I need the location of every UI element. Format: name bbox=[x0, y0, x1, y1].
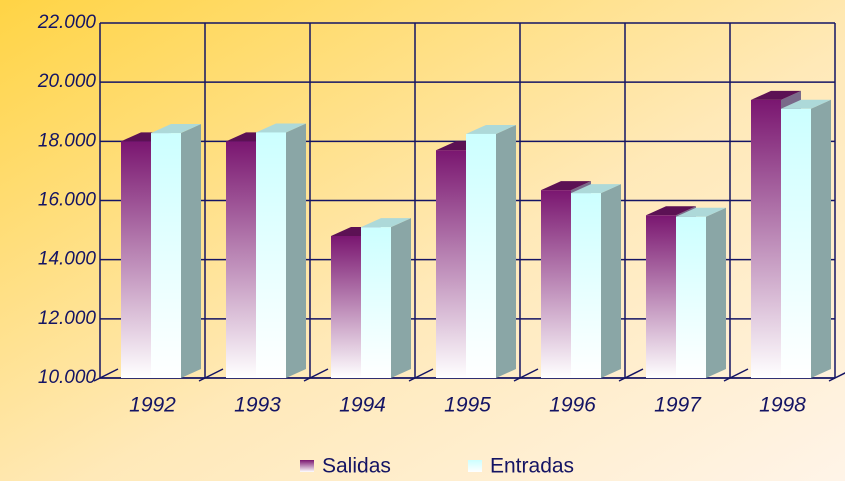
y-tick-label: 22.000 bbox=[37, 12, 97, 33]
bar-side bbox=[706, 207, 726, 378]
y-tick-label: 14.000 bbox=[38, 249, 97, 270]
bar bbox=[151, 133, 181, 378]
floor-tick bbox=[93, 368, 119, 382]
bar-top bbox=[151, 124, 201, 134]
x-tick-label: 1996 bbox=[549, 394, 596, 417]
x-tick-label: 1992 bbox=[129, 394, 176, 417]
bar-side bbox=[286, 123, 306, 378]
bar-top bbox=[646, 206, 696, 216]
bar bbox=[331, 236, 361, 378]
floor-tick bbox=[723, 368, 749, 382]
floor-tick bbox=[513, 368, 539, 382]
bar bbox=[121, 141, 151, 378]
legend-label: Entradas bbox=[490, 455, 574, 478]
bar-top bbox=[781, 99, 831, 109]
bar-side bbox=[496, 124, 516, 378]
bar bbox=[466, 133, 496, 378]
bar-top bbox=[466, 124, 516, 134]
x-tick-label: 1997 bbox=[654, 394, 702, 417]
bar-top bbox=[256, 123, 306, 133]
bar bbox=[361, 227, 391, 378]
bar-top bbox=[676, 207, 726, 217]
bar-top bbox=[541, 181, 591, 191]
bar-top bbox=[751, 90, 801, 100]
bar bbox=[646, 215, 676, 378]
bar bbox=[256, 132, 286, 378]
bar bbox=[571, 193, 601, 378]
floor-tick bbox=[408, 368, 434, 382]
floor-tick bbox=[618, 368, 644, 382]
x-tick-label: 1993 bbox=[234, 394, 281, 417]
legend-label: Salidas bbox=[322, 455, 391, 478]
floor-tick bbox=[303, 368, 329, 382]
bar bbox=[676, 216, 706, 378]
bar-side bbox=[181, 124, 201, 378]
y-tick-label: 16.000 bbox=[38, 190, 97, 211]
y-tick-label: 10.000 bbox=[38, 367, 97, 388]
bar-top bbox=[571, 184, 621, 194]
x-tick-label: 1995 bbox=[444, 394, 491, 417]
y-tick-label: 18.000 bbox=[38, 130, 97, 151]
y-tick-label: 12.000 bbox=[38, 308, 97, 329]
x-tick-label: 1994 bbox=[339, 394, 386, 417]
bar bbox=[781, 108, 811, 379]
floor-tick bbox=[828, 372, 845, 382]
bar-side bbox=[391, 218, 411, 378]
legend-swatch bbox=[468, 460, 482, 472]
bar-side bbox=[601, 184, 621, 378]
bar-side bbox=[811, 99, 831, 379]
bar bbox=[751, 99, 781, 379]
floor-tick bbox=[198, 368, 224, 382]
bar-top bbox=[361, 218, 411, 228]
bar bbox=[541, 190, 571, 378]
bar bbox=[226, 141, 256, 378]
x-tick-label: 1998 bbox=[759, 394, 806, 417]
y-tick-label: 20.000 bbox=[37, 71, 97, 92]
bar bbox=[436, 150, 466, 378]
legend-swatch bbox=[300, 460, 314, 472]
